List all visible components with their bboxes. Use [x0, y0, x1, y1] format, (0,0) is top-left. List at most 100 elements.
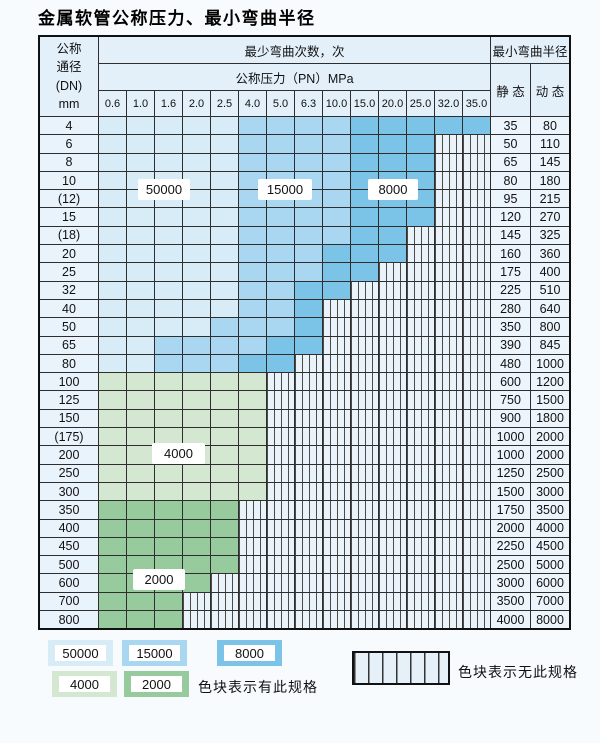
no-spec-cell [351, 464, 378, 482]
dynamic-radius-cell: 400 [531, 263, 569, 281]
spec-cell [127, 428, 154, 446]
no-spec-cell [351, 336, 378, 354]
no-spec-cell [295, 482, 322, 501]
cycles-header: 最少弯曲次数，次 [99, 37, 490, 63]
dn-header-line: 公称 [56, 42, 82, 57]
spec-cell [99, 428, 126, 446]
no-spec-cell [295, 409, 322, 428]
dynamic-radius-cell: 6000 [531, 574, 569, 592]
dynamic-radius-cell: 3000 [531, 482, 569, 501]
no-spec-cell [463, 428, 490, 446]
spec-cell [183, 537, 210, 556]
legend-swatch-value: 15000 [129, 645, 180, 661]
dn-header-line: mm [58, 96, 80, 111]
static-radius-cell: 2000 [491, 519, 530, 537]
legend-swatch-8000: 8000 [217, 640, 282, 666]
no-spec-cell [267, 428, 294, 446]
spec-cell [295, 318, 322, 336]
no-spec-cell [435, 226, 462, 245]
spec-cell [127, 354, 154, 373]
spec-table-wrap: 公称 通径 (DN) mm 最少弯曲次数，次 最小弯曲半径 公称压力（PN）MP… [38, 35, 571, 631]
dynamic-radius-cell: 145 [531, 153, 569, 171]
dynamic-radius-cell: 510 [531, 281, 569, 299]
no-spec-cell [407, 537, 434, 556]
no-spec-cell [295, 501, 322, 519]
spec-cell [379, 208, 406, 226]
pressure-col-header: 32.0 [435, 91, 462, 116]
dn-cell: 6 [40, 135, 98, 153]
spec-cell [239, 208, 266, 226]
spec-cell [351, 263, 378, 281]
dynamic-radius-cell: 845 [531, 336, 569, 354]
pressure-col-header: 15.0 [351, 91, 378, 116]
dn-column-header: 公称 通径 (DN) mm [40, 37, 98, 116]
spec-cell [99, 281, 126, 299]
spec-cell [323, 153, 350, 171]
no-spec-cell [463, 281, 490, 299]
dn-header-line: (DN) [55, 78, 83, 93]
spec-cell [463, 117, 490, 135]
no-spec-cell [267, 592, 294, 611]
spec-cell [323, 281, 350, 299]
no-spec-cell [407, 574, 434, 592]
no-spec-cell [295, 446, 322, 464]
spec-cell [99, 208, 126, 226]
spec-cell [99, 391, 126, 409]
page-title: 金属软管公称压力、最小弯曲半径 [38, 9, 316, 28]
dynamic-radius-cell: 2000 [531, 446, 569, 464]
no-spec-cell [435, 409, 462, 428]
dynamic-radius-cell: 325 [531, 226, 569, 245]
no-spec-cell [463, 391, 490, 409]
spec-cell [99, 409, 126, 428]
no-spec-cell [183, 611, 210, 629]
no-spec-cell [239, 537, 266, 556]
no-spec-cell [295, 556, 322, 574]
spec-cell [379, 153, 406, 171]
spec-cell [239, 135, 266, 153]
spec-cell [211, 501, 238, 519]
spec-cell [211, 336, 238, 354]
dn-header-line: 通径 [56, 60, 82, 75]
no-spec-cell [407, 611, 434, 629]
spec-cell [239, 153, 266, 171]
pressure-col-header: 25.0 [407, 91, 434, 116]
spec-cell [99, 464, 126, 482]
spec-cell [183, 574, 210, 592]
static-radius-cell: 1250 [491, 464, 530, 482]
no-spec-cell [463, 153, 490, 171]
no-spec-cell [463, 464, 490, 482]
spec-cell [379, 135, 406, 153]
no-spec-cell [435, 501, 462, 519]
no-spec-cell [407, 318, 434, 336]
dynamic-radius-cell: 3500 [531, 501, 569, 519]
spec-cell [239, 391, 266, 409]
no-spec-cell [379, 446, 406, 464]
spec-cell [155, 611, 182, 629]
pressure-col-header: 0.6 [99, 91, 126, 116]
static-radius-cell: 390 [491, 336, 530, 354]
cycle-count-label: 2000 [133, 569, 185, 590]
spec-cell [211, 135, 238, 153]
static-radius-cell: 350 [491, 318, 530, 336]
dn-cell: 125 [40, 391, 98, 409]
spec-cell [351, 245, 378, 263]
no-spec-cell [379, 263, 406, 281]
spec-cell [127, 482, 154, 501]
no-spec-note: 色块表示无此规格 [458, 664, 578, 680]
static-radius-cell: 900 [491, 409, 530, 428]
no-spec-cell [239, 592, 266, 611]
no-spec-hatch-swatch [352, 651, 450, 685]
spec-cell [99, 318, 126, 336]
no-spec-cell [323, 336, 350, 354]
spec-cell [295, 245, 322, 263]
no-spec-cell [463, 537, 490, 556]
cycle-count-label: 4000 [152, 443, 205, 464]
spec-cell [211, 391, 238, 409]
dynamic-radius-cell: 4000 [531, 519, 569, 537]
no-spec-cell [323, 318, 350, 336]
dn-cell: 15 [40, 208, 98, 226]
spec-cell [183, 409, 210, 428]
static-radius-cell: 1000 [491, 428, 530, 446]
no-spec-cell [463, 245, 490, 263]
static-radius-cell: 35 [491, 117, 530, 135]
